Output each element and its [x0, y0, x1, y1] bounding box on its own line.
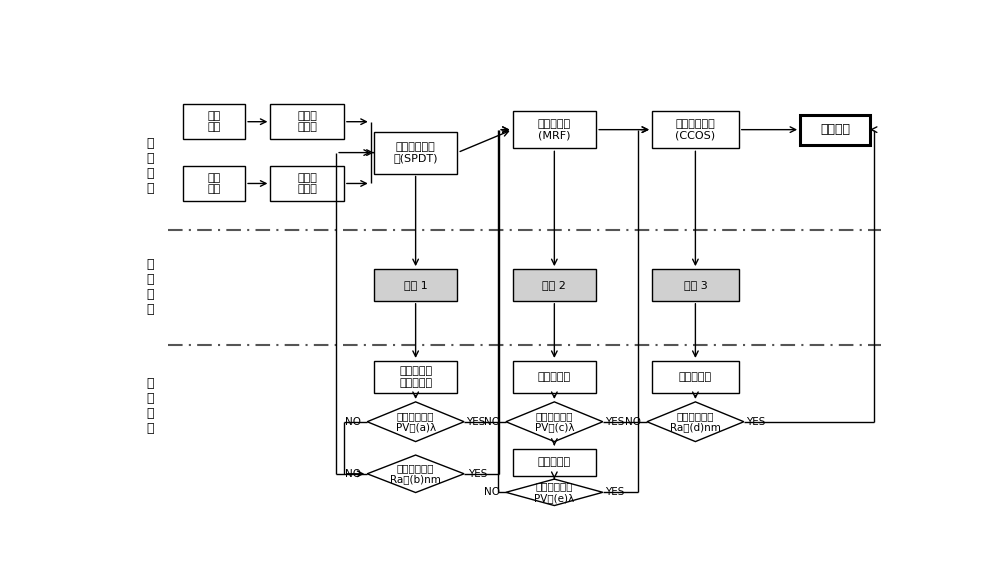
Polygon shape	[367, 402, 464, 442]
Text: 普通数
控鸣削: 普通数 控鸣削	[297, 172, 317, 194]
FancyBboxPatch shape	[374, 269, 457, 301]
FancyBboxPatch shape	[270, 166, 344, 201]
Text: 表面质量评价
Ra＜(d)nm: 表面质量评价 Ra＜(d)nm	[670, 411, 721, 433]
FancyBboxPatch shape	[652, 269, 739, 301]
Text: 面形误差评价
PV＜(c)λ: 面形误差评价 PV＜(c)λ	[535, 411, 574, 433]
Text: 清洗 1: 清洗 1	[404, 280, 428, 290]
Text: 检
测
评
价: 检 测 评 价	[146, 377, 154, 435]
Text: YES: YES	[605, 417, 624, 427]
Text: NO: NO	[484, 487, 500, 497]
Text: 达到要求: 达到要求	[820, 123, 850, 136]
Text: 清
洗
工
艺: 清 洗 工 艺	[146, 258, 154, 316]
Text: 清洗 3: 清洗 3	[684, 280, 707, 290]
Text: 面形误差评价
PV＜(e)λ: 面形误差评价 PV＜(e)λ	[534, 481, 574, 503]
Polygon shape	[647, 402, 744, 442]
Text: 简单
面形: 简单 面形	[208, 111, 221, 132]
Polygon shape	[367, 455, 464, 493]
FancyBboxPatch shape	[512, 111, 596, 148]
Text: NO: NO	[345, 417, 361, 427]
Text: YES: YES	[605, 487, 624, 497]
Text: 磁流变修形
(MRF): 磁流变修形 (MRF)	[538, 119, 571, 140]
Text: 白光干涉仪: 白光干涉仪	[679, 372, 712, 382]
FancyBboxPatch shape	[800, 115, 870, 144]
Text: 表面质量评价
Ra＜(b)nm: 表面质量评价 Ra＜(b)nm	[390, 463, 441, 485]
Polygon shape	[506, 479, 603, 505]
Text: NO: NO	[625, 417, 641, 427]
Polygon shape	[506, 402, 603, 442]
Text: 加
工
工
艺: 加 工 工 艺	[146, 137, 154, 195]
FancyBboxPatch shape	[652, 111, 739, 148]
Text: 波面干涉仪: 波面干涉仪	[538, 457, 571, 468]
Text: 波面干涉仪: 波面干涉仪	[538, 372, 571, 382]
Text: 面形误差评价
PV＜(a)λ: 面形误差评价 PV＜(a)λ	[396, 411, 436, 433]
FancyBboxPatch shape	[270, 104, 344, 139]
FancyBboxPatch shape	[652, 361, 739, 393]
FancyBboxPatch shape	[374, 361, 457, 393]
Text: 波面干涉仪
白光干涉仪: 波面干涉仪 白光干涉仪	[399, 366, 432, 387]
FancyBboxPatch shape	[512, 269, 596, 301]
Text: 小抛光盘光顺
(CCOS): 小抛光盘光顺 (CCOS)	[675, 119, 715, 140]
Text: NO: NO	[484, 417, 500, 427]
Text: YES: YES	[746, 417, 765, 427]
Text: YES: YES	[468, 469, 488, 479]
Text: YES: YES	[466, 417, 485, 427]
FancyBboxPatch shape	[512, 361, 596, 393]
Text: 复杂
面形: 复杂 面形	[208, 172, 221, 194]
FancyBboxPatch shape	[374, 132, 457, 174]
Text: 清洗 2: 清洗 2	[542, 280, 566, 290]
Text: 普通数
控车削: 普通数 控车削	[297, 111, 317, 132]
Text: 单点金刘石切
削(SPDT): 单点金刘石切 削(SPDT)	[393, 142, 438, 163]
FancyBboxPatch shape	[183, 104, 245, 139]
FancyBboxPatch shape	[183, 166, 245, 201]
Text: NO: NO	[345, 469, 361, 479]
FancyBboxPatch shape	[512, 449, 596, 476]
